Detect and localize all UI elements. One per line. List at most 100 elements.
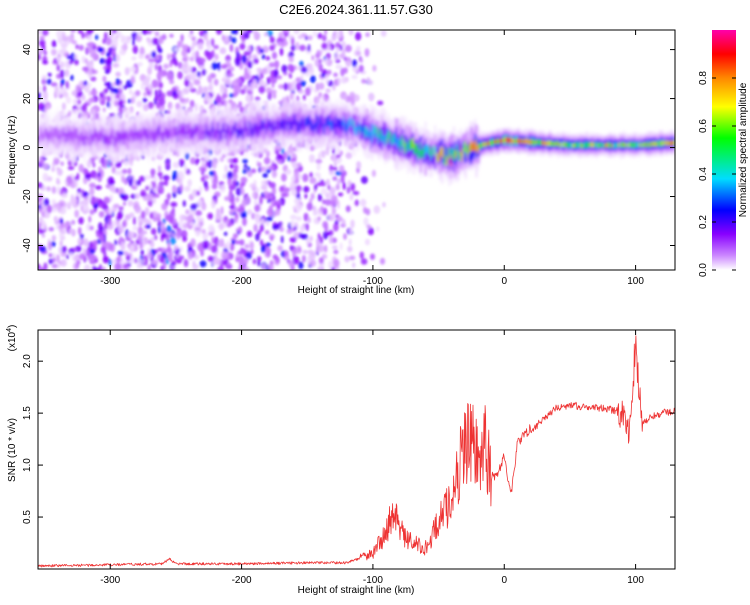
spectrogram-tone-cell xyxy=(292,118,295,131)
spectrogram-tone-cell xyxy=(152,120,155,144)
spectrogram-noise-cell xyxy=(87,194,92,201)
spectrogram-tone-cell xyxy=(272,121,275,134)
spectrogram-tone-cell xyxy=(603,143,606,149)
spectrogram-tone-cell xyxy=(519,138,522,144)
spectrogram-noise-cell xyxy=(157,88,163,95)
spectrogram-noise-cell xyxy=(232,168,239,173)
spectrogram-noise-cell xyxy=(223,231,228,236)
spectrogram-tone-cell xyxy=(256,126,259,138)
spectrogram-tone-cell xyxy=(562,141,565,148)
spectrogram-noise-cell xyxy=(217,61,221,71)
spectrogram-noise-cell xyxy=(341,218,346,226)
spectrogram-noise-cell xyxy=(229,44,234,52)
spectrogram-noise-cell xyxy=(119,93,126,101)
spectrogram-tone-cell xyxy=(623,142,626,148)
spectrogram-tone-cell xyxy=(130,128,133,137)
spectrogram-noise-cell xyxy=(319,236,324,244)
spectrogram-noise-cell xyxy=(183,61,189,68)
spectrogram-tone-cell xyxy=(670,140,673,146)
spectrogram-tone-cell xyxy=(618,142,621,147)
spectrogram-tone-cell xyxy=(184,124,187,148)
spectrogram-noise-cell xyxy=(292,255,300,265)
spectrogram-tone-cell xyxy=(117,131,120,143)
spectrogram-noise-cell xyxy=(55,217,60,222)
spectrogram-noise-cell xyxy=(94,34,99,40)
spectrogram-noise-cell xyxy=(340,91,347,100)
spectrogram-noise-cell xyxy=(38,182,43,189)
spectrogram-tone-cell xyxy=(309,110,313,131)
spectrogram-tone-cell xyxy=(471,144,474,161)
spectrogram-tone-cell xyxy=(506,137,509,143)
spectrogram-tone-cell xyxy=(197,127,200,143)
spectrogram-noise-cell xyxy=(334,198,338,205)
spectrogram-tone-cell xyxy=(547,140,550,147)
spectrogram-tone-cell xyxy=(412,138,415,148)
spectrogram-noise-cell xyxy=(86,42,93,47)
snr-ytick-label: 0.5 xyxy=(22,510,33,524)
spectrogram-noise-cell xyxy=(297,34,304,40)
spectrogram-noise-cell xyxy=(238,255,244,265)
spectrogram-noise-cell xyxy=(333,259,340,268)
spectrogram-tone-cell xyxy=(385,135,388,144)
spectrogram-tone-cell xyxy=(669,141,672,146)
spectrogram-noise-cell xyxy=(226,171,233,180)
spectrogram-noise-cell xyxy=(89,248,95,255)
spectrogram-tone-cell xyxy=(541,140,544,145)
spectrogram-tone-cell xyxy=(391,137,394,146)
spectrogram-tone-cell xyxy=(572,143,575,148)
spectrogram-noise-cell xyxy=(163,63,170,69)
spectrogram-noise-cell xyxy=(306,63,313,68)
spectrogram-noise-cell xyxy=(289,142,293,152)
spectrogram-noise-cell xyxy=(119,84,124,89)
spectrogram-tone-cell xyxy=(365,125,368,136)
spectrogram-tone-cell xyxy=(38,125,41,144)
spectrogram-noise-cell xyxy=(189,99,195,109)
spectrogram-noise-cell xyxy=(220,85,225,95)
spectrogram-noise-cell xyxy=(308,252,316,261)
spectrogram-noise-cell xyxy=(318,63,323,72)
spectrogram-tone-cell xyxy=(268,119,271,130)
spectrogram-tone-cell xyxy=(551,141,554,147)
spectrogram-noise-cell xyxy=(99,57,105,65)
spectrogram-tone-cell xyxy=(384,121,387,146)
spectrogram-noise-cell xyxy=(291,37,295,46)
spectrogram-noise-cell xyxy=(77,187,82,194)
spectrogram-noise-cell xyxy=(234,217,238,224)
spectrogram-noise-cell xyxy=(117,250,124,256)
spectrogram-tone-cell xyxy=(582,142,586,149)
spectrogram-noise-cell xyxy=(95,185,102,191)
spectrogram-noise-cell xyxy=(256,45,261,51)
spectrogram-tone-cell xyxy=(341,120,344,131)
spectrogram-noise-cell xyxy=(158,38,164,45)
spectrogram-tone-cell xyxy=(343,116,346,126)
spectrogram-noise-cell xyxy=(144,175,151,180)
spectrogram-noise-cell xyxy=(287,63,294,72)
spectrogram-noise-cell xyxy=(157,70,164,76)
spectrogram-tone-cell xyxy=(345,119,348,131)
spectrogram-noise-cell xyxy=(262,172,268,178)
spectrogram-noise-cell xyxy=(300,75,304,82)
spectrogram-tone-cell xyxy=(535,139,538,145)
spectrogram-noise-cell xyxy=(215,213,223,222)
spectrogram-tone-cell xyxy=(352,118,355,127)
spectrogram-noise-cell xyxy=(202,239,210,249)
spectrogram-tone-cell xyxy=(153,118,156,141)
spectrogram-tone-cell xyxy=(359,126,362,135)
spectrogram-noise-cell xyxy=(57,168,63,176)
spectrogram-noise-cell xyxy=(331,34,337,42)
spectrogram-noise-cell xyxy=(283,187,291,193)
spectrogram-tone-cell xyxy=(491,140,495,145)
spectrogram-tone-cell xyxy=(467,141,470,158)
spectrogram-noise-cell xyxy=(367,79,374,86)
spectrogram-noise-cell xyxy=(89,209,95,215)
spectrogram-tone-cell xyxy=(263,119,266,142)
spectrogram-noise-cell xyxy=(118,206,124,211)
spectrogram-tone-cell xyxy=(610,142,613,149)
spectrogram-tone-cell xyxy=(386,128,389,139)
spectrogram-noise-cell xyxy=(266,216,273,222)
spectrogram-noise-cell xyxy=(352,190,360,196)
spectrogram-noise-cell xyxy=(108,47,112,57)
spectrogram-tone-cell xyxy=(566,142,569,147)
spectrogram-tone-cell xyxy=(194,125,197,136)
spectrogram-noise-cell xyxy=(271,170,277,178)
